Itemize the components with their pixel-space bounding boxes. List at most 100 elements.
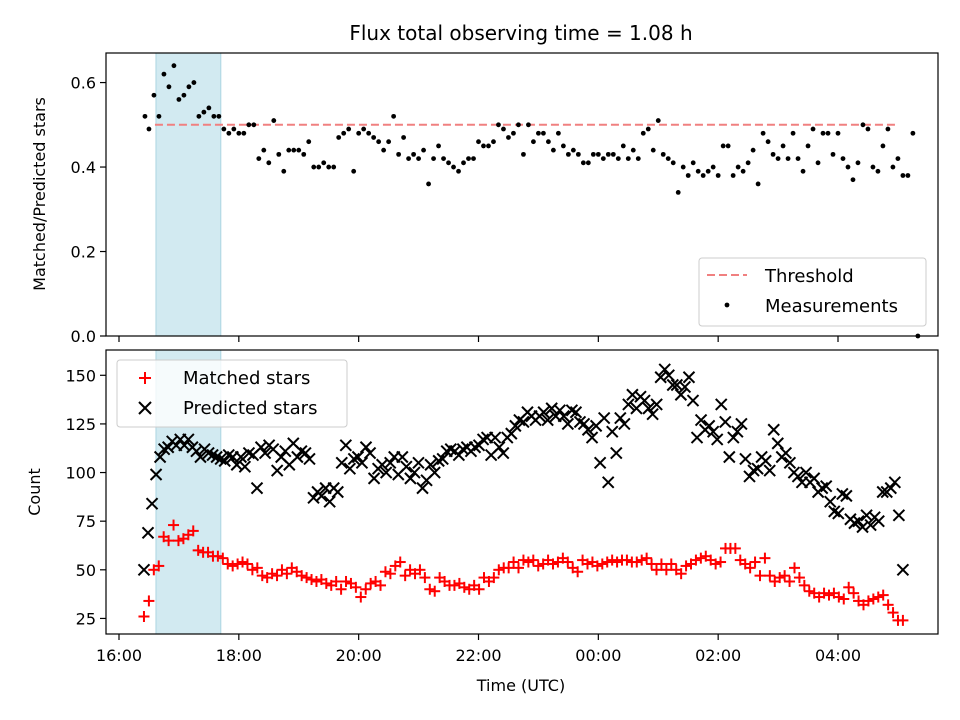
measurement-point [750,147,756,153]
predicted-star-point [153,450,167,464]
measurement-point [640,130,646,136]
matched-star-point [241,558,253,570]
matched-star-point [601,556,613,568]
measurement-point [605,151,611,157]
matched-star-point [744,562,756,574]
predicted-star-point [638,394,651,407]
measurement-point [266,160,272,166]
matched-star-point [547,558,559,570]
measurement-point [311,164,317,170]
matched-star-point [340,575,352,587]
predicted-star-point [715,398,728,411]
measurement-point [276,151,282,157]
measurement-point [506,135,511,140]
predicted-star-point [553,404,566,417]
predicted-star-point [593,456,607,470]
count-panel-frame [105,349,939,635]
matched-star-point [848,587,860,599]
measurement-point [166,84,172,90]
measurement-point [356,130,362,136]
measurement-point [331,164,337,170]
matched-star-point [212,550,224,562]
ratio-ytick-label: 0.4 [71,158,96,177]
matched-star-point [379,566,391,578]
measurement-point [376,139,382,145]
matched-star-point [513,562,525,574]
matched-star-point [862,595,874,607]
measurement-point [810,126,816,132]
measurement-point [850,177,856,183]
ratio-ylabel: Matched/Predicted stars [30,97,49,291]
matched-star-point [399,570,411,582]
measurement-point [675,189,681,195]
predicted-star-point [323,495,336,508]
legend-predicted-label: Predicted stars [183,398,317,419]
measurement-point [156,113,162,119]
predicted-star-point [606,425,619,438]
count-xtick-label: 22:00 [455,646,501,665]
measurement-point [541,130,546,136]
matched-star-point [222,558,234,570]
measurement-point [411,151,416,157]
predicted-star-point [145,497,159,510]
matched-star-point [301,572,313,584]
predicted-star-point [509,419,522,433]
measurement-point [870,164,876,170]
predicted-star-point [674,388,688,401]
matched-star-point [394,556,406,568]
predicted-star-point [363,446,377,460]
legend-matched-label: Matched stars [183,368,310,389]
measurement-point [660,151,666,157]
measurement-point [241,130,247,136]
measurement-point [550,147,556,153]
predicted-star-point [585,431,599,444]
matched-star-point [729,542,741,554]
measurement-point [785,156,791,161]
measurement-point [825,130,831,136]
predicted-star-point [488,431,502,444]
legend-measurements-marker [724,302,730,308]
measurement-point [795,156,801,161]
matched-star-point [655,558,667,570]
predicted-star-point [505,427,518,440]
measurement-point [436,143,441,149]
measurement-point [630,147,636,153]
measurement-point [835,130,841,136]
measurement-point [171,63,177,69]
predicted-star-point [783,456,797,470]
predicted-star-point [436,452,449,466]
matched-star-point [296,570,308,582]
matched-star-point [749,556,761,568]
matched-star-point [522,556,534,568]
measurement-point [695,168,701,174]
measurement-point [600,156,606,161]
predicted-star-point [888,476,902,489]
matched-star-point [488,572,500,584]
predicted-star-point [331,485,344,499]
measurement-point [351,168,357,174]
predicted-star-point [194,450,207,464]
matched-star-point [246,564,258,576]
predicted-star-point [412,456,425,470]
matched-star-point [365,577,377,589]
matched-star-point [754,570,766,582]
matched-star-point [591,560,603,572]
matched-star-point [715,556,727,568]
predicted-star-point [678,380,692,394]
predicted-star-point [820,479,833,493]
measurement-point [855,160,861,166]
measurement-point [346,126,352,132]
matched-star-point [350,581,362,593]
matched-star-point [266,568,278,580]
measurement-point [830,151,836,157]
predicted-star-point [832,507,845,520]
matched-star-point [153,560,165,572]
matched-star-point [192,544,204,556]
measurement-point [865,126,871,132]
predicted-star-point [339,439,353,452]
measurement-point [570,147,576,153]
measurement-point [700,173,706,178]
predicted-star-point [892,509,906,522]
predicted-star-point [618,417,631,431]
measurement-point [361,126,367,132]
